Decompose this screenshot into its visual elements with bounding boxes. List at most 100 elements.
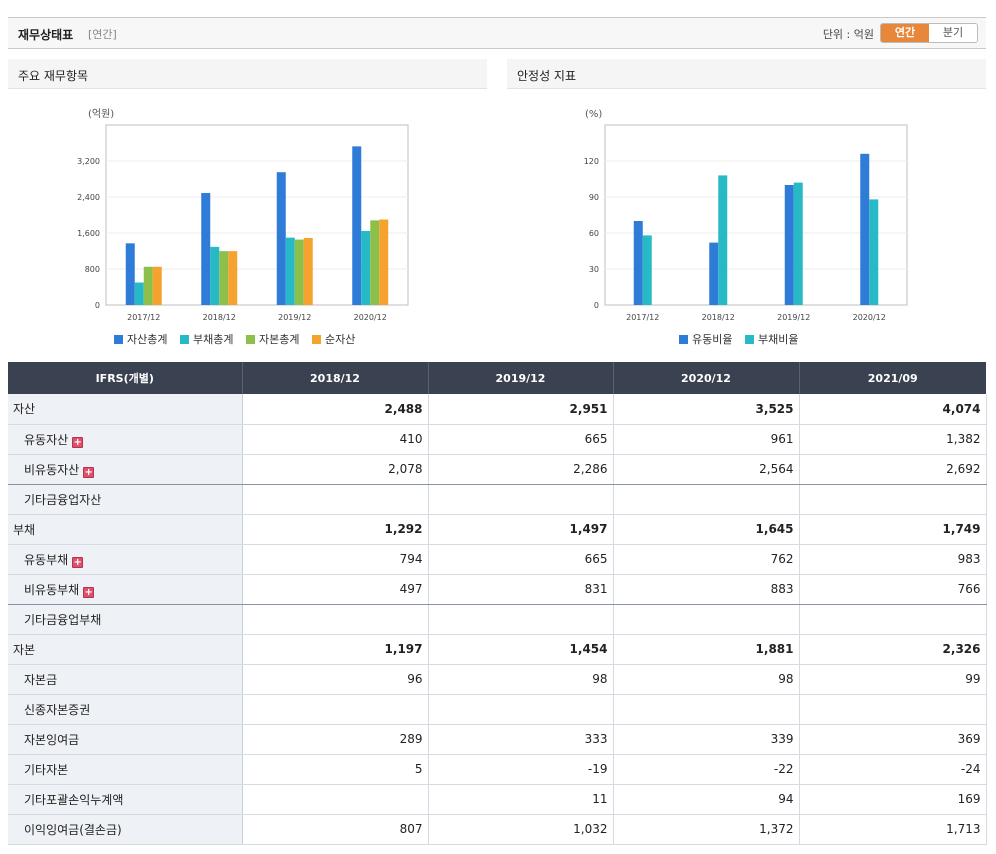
value-cell: 2,078 — [242, 454, 429, 485]
row-label: 자본금 — [24, 672, 58, 687]
y-tick-label: 3,200 — [77, 157, 100, 166]
bar-자본총계[interactable] — [370, 220, 380, 305]
value-cell: 1,032 — [428, 814, 614, 845]
bar-자산총계[interactable] — [352, 146, 362, 305]
value-cell: 410 — [242, 424, 429, 455]
x-tick-label: 2020/12 — [354, 313, 387, 322]
value-cell: 339 — [613, 724, 800, 755]
period-label: [연간] — [88, 28, 117, 41]
expand-plus-icon[interactable]: + — [72, 556, 84, 568]
bar-부채총계[interactable] — [134, 282, 144, 306]
y-tick-label: 90 — [589, 193, 599, 202]
expand-plus-icon[interactable]: + — [72, 436, 84, 448]
bar-부채총계[interactable] — [361, 230, 371, 305]
financial-items-panel: 주요 재무항목 (억원) 0 800 1,600 2,400 3,200 2017/12 20… — [8, 59, 487, 359]
statement-header: 재무상태표 [연간] 단위 : 억원 연간 분기 — [8, 17, 986, 49]
value-cell — [428, 694, 614, 725]
expand-plus-icon[interactable]: + — [83, 586, 95, 598]
y-tick-label: 60 — [589, 229, 599, 238]
row-label: 유동자산 — [24, 432, 69, 447]
bar-자본총계[interactable] — [143, 266, 153, 305]
y-axis-label: (억원) — [88, 108, 114, 120]
row-label-cell: 기타금융업자산 — [8, 484, 243, 515]
row-label: 신종자본증권 — [24, 702, 91, 717]
value-cell — [242, 604, 429, 635]
y-tick-label: 800 — [85, 265, 100, 274]
row-label: 기타금융업부채 — [24, 612, 102, 627]
row-label-cell[interactable]: 비유동자산 + — [8, 454, 243, 485]
page-title: 재무상태표 — [18, 28, 74, 42]
table-row: 비유동부채 +497 831 883 766 — [8, 574, 987, 605]
value-cell: 11 — [428, 784, 614, 815]
table-row: 부채 1,292 1,497 1,645 1,749 — [8, 514, 987, 545]
table-row: 기타금융업부채 — [8, 604, 987, 635]
table-row: 자본금 96 98 98 99 — [8, 664, 987, 695]
row-label: 기타자본 — [24, 762, 69, 777]
legend-swatch — [246, 335, 255, 344]
bar-순자산[interactable] — [228, 251, 238, 305]
row-label: 기타포괄손익누계액 — [24, 792, 124, 807]
bar-유동비율[interactable] — [633, 221, 643, 305]
bar-유동비율[interactable] — [784, 185, 794, 305]
bar-자본총계[interactable] — [294, 239, 304, 305]
value-cell: 2,951 — [428, 394, 614, 425]
y-axis-label: (%) — [585, 109, 602, 120]
value-cell: 1,454 — [428, 634, 614, 665]
legend-swatch — [679, 335, 688, 344]
row-label: 자본잉여금 — [24, 732, 80, 747]
column-header: 2020/12 — [613, 362, 800, 394]
value-cell: 369 — [799, 724, 987, 755]
row-label: 기타금융업자산 — [24, 492, 102, 507]
column-header: 2018/12 — [242, 362, 429, 394]
value-cell: 1,881 — [613, 634, 800, 665]
bar-자산총계[interactable] — [125, 243, 135, 305]
table-row: 기타자본 5 -19 -22 -24 — [8, 754, 987, 785]
value-cell: 169 — [799, 784, 987, 815]
value-cell: 794 — [242, 544, 429, 575]
value-cell: 333 — [428, 724, 614, 755]
value-cell: 2,286 — [428, 454, 614, 485]
row-label: 비유동자산 — [24, 462, 80, 477]
value-cell — [428, 604, 614, 635]
value-cell: 5 — [242, 754, 429, 785]
value-cell: 497 — [242, 574, 429, 605]
row-label-cell[interactable]: 유동자산 + — [8, 424, 243, 455]
y-tick-label: 30 — [589, 265, 599, 274]
table-row: 유동자산 +410 665 961 1,382 — [8, 424, 987, 455]
quarter-button[interactable]: 분기 — [929, 24, 977, 42]
bar-순자산[interactable] — [152, 266, 162, 305]
bar-순자산[interactable] — [303, 237, 313, 305]
bar-유동비율[interactable] — [860, 153, 870, 305]
value-cell — [799, 694, 987, 725]
bar-자산총계[interactable] — [201, 193, 211, 305]
bar-자산총계[interactable] — [276, 172, 286, 305]
bar-유동비율[interactable] — [709, 242, 719, 305]
value-cell — [428, 484, 614, 515]
row-label-cell: 부채 — [8, 514, 243, 545]
row-label: 부채 — [13, 522, 36, 537]
row-label-cell[interactable]: 유동부채 + — [8, 544, 243, 575]
value-cell: 665 — [428, 424, 614, 455]
expand-plus-icon[interactable]: + — [83, 466, 95, 478]
annual-button[interactable]: 연간 — [881, 24, 929, 42]
row-label-cell[interactable]: 비유동부채 + — [8, 574, 243, 605]
row-label: 유동부채 — [24, 552, 69, 567]
value-cell: 883 — [613, 574, 800, 605]
bar-부채비율[interactable] — [718, 175, 728, 305]
bar-부채총계[interactable] — [210, 246, 220, 305]
row-label: 자산 — [13, 402, 36, 417]
stability-chart: (%) 0 30 60 90 120 2017/12 2018/12 2019/12 2020/1… — [584, 109, 908, 346]
bar-부채비율[interactable] — [869, 199, 879, 305]
bar-부채총계[interactable] — [285, 237, 295, 305]
bar-부채비율[interactable] — [793, 182, 803, 305]
bar-부채비율[interactable] — [642, 235, 652, 305]
legend-label: 부채비율 — [758, 333, 798, 346]
legend-label: 자본총계 — [259, 333, 299, 346]
value-cell: 2,692 — [799, 454, 987, 485]
value-cell: 1,713 — [799, 814, 987, 845]
value-cell: 289 — [242, 724, 429, 755]
bar-자본총계[interactable] — [219, 251, 229, 305]
bar-순자산[interactable] — [379, 219, 389, 306]
table-header-row: IFRS(개별) 2018/12 2019/12 2020/12 2021/09 — [8, 362, 986, 394]
x-tick-label: 2020/12 — [853, 313, 886, 322]
